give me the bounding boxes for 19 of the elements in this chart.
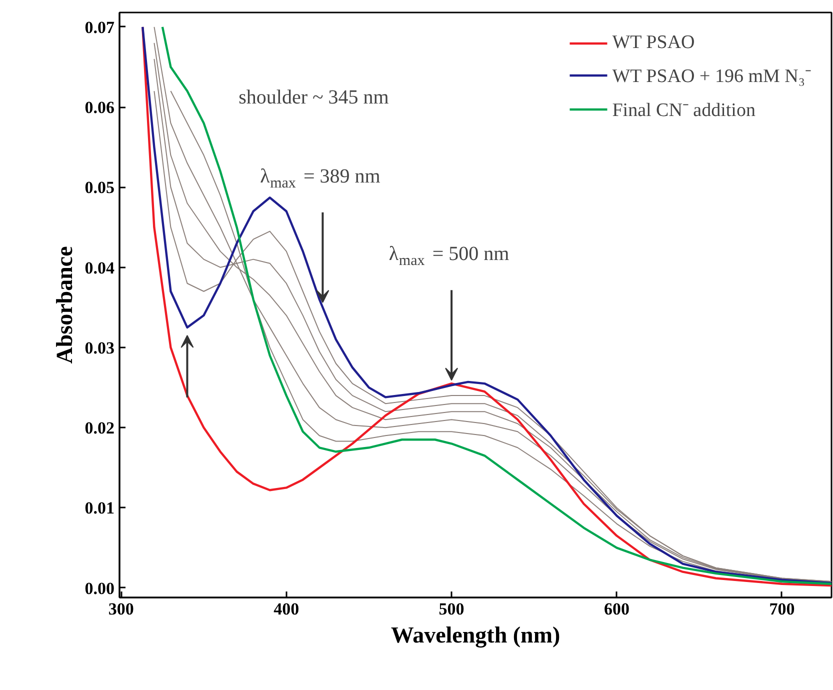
x-tick-label: 700 <box>769 600 795 618</box>
y-tick-label: 0.01 <box>84 498 114 518</box>
y-tick-label: 0.07 <box>84 18 115 37</box>
legend-label: WT PSAO <box>612 32 695 54</box>
y-tick-label: 0.02 <box>84 418 114 438</box>
legend-label: WT PSAO + 196 mM N₃⁻ <box>612 65 811 88</box>
legend-label: Final CN⁻ addition <box>612 99 756 122</box>
x-tick-label: 400 <box>274 600 300 618</box>
y-tick-label: 0.05 <box>84 178 114 198</box>
x-tick-label: 500 <box>438 600 464 618</box>
y-tick-label: 0.06 <box>84 98 114 118</box>
x-tick-label: 600 <box>604 600 630 618</box>
y-axis-title: Absorbance <box>52 246 77 364</box>
y-tick-label: 0.03 <box>84 338 114 358</box>
x-tick-label: 300 <box>108 600 134 618</box>
x-axis-title: Wavelength (nm) <box>390 622 560 648</box>
y-tick-label: 0.04 <box>84 258 115 278</box>
annotation: shoulder ~ 345 nm <box>238 86 390 108</box>
y-tick-label: 0.00 <box>84 578 114 598</box>
